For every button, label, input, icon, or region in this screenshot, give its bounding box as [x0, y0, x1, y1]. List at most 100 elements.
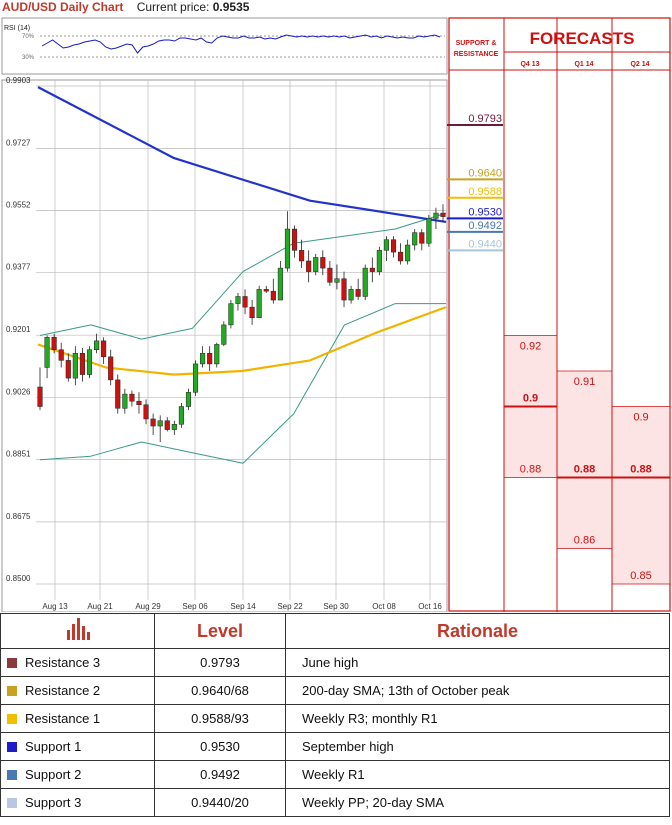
price-value: 0.9535 [212, 0, 250, 14]
candle-body [334, 278, 340, 283]
x-tick-label: Aug 21 [87, 602, 113, 611]
level-rationale: Weekly R3; monthly R1 [285, 704, 670, 733]
table-row: Resistance 2 0.9640/68 200-day SMA; 13th o… [0, 676, 670, 705]
candle-body [299, 250, 305, 262]
candle-body [235, 296, 241, 304]
candle-body [263, 289, 269, 292]
candle-body [284, 228, 291, 269]
sr-level-label: 0.9530 [468, 206, 502, 218]
color-swatch [7, 742, 17, 752]
quarter-label: Q1 14 [574, 61, 593, 68]
level-rationale: Weekly PP; 20-day SMA [285, 788, 670, 817]
sma50-line [37, 306, 447, 376]
main-plot-frame [1, 79, 448, 613]
level-value: 0.9640/68 [154, 676, 286, 705]
header-icon-cell [0, 613, 155, 649]
level-name: Support 2 [25, 767, 82, 782]
candle-body [242, 296, 248, 308]
candle-body [405, 244, 411, 262]
level-name-cell: Resistance 1 [0, 704, 155, 733]
table-header-row: Level Rationale [0, 613, 670, 649]
candle-body [306, 260, 312, 272]
forecast-mid-label: 0.88 [574, 464, 595, 476]
candle-body [249, 306, 255, 319]
quarter-label: Q4 13 [520, 61, 539, 68]
bollinger-lower-line [39, 303, 446, 464]
candle-body [221, 324, 227, 345]
candle-body [178, 406, 184, 425]
y-tick-label: 0.8851 [6, 449, 31, 458]
price-label: Current price: [136, 0, 210, 14]
candle-body [143, 404, 149, 420]
candle-body [115, 379, 121, 409]
sr-level-label: 0.9793 [468, 113, 502, 125]
candle-body [398, 251, 404, 262]
candle-body [185, 392, 192, 407]
level-rationale: 200-day SMA; 13th of October peak [285, 676, 670, 705]
candle-body [79, 353, 85, 375]
forecast-range-box [612, 406, 670, 584]
color-swatch [7, 770, 17, 780]
color-swatch [7, 658, 17, 668]
chart-svg: RSI (14) 70% 30% 0.9903 0.9727 0.9552 0.9377 0.… [1, 17, 671, 613]
sr-title-2: RESISTANCE [454, 51, 499, 58]
forecast-mid-label: 0.88 [630, 464, 651, 476]
candle-body [270, 290, 276, 301]
level-name: Resistance 1 [25, 711, 101, 726]
candle-body [228, 303, 234, 326]
y-tick-label: 0.9903 [6, 76, 31, 85]
candle-body [355, 289, 361, 297]
candle-body [136, 400, 142, 405]
level-rationale: Weekly R1 [285, 760, 670, 789]
candle-body [72, 353, 78, 379]
forecast-high-label: 0.91 [574, 376, 595, 388]
quarter-label: Q2 14 [630, 61, 649, 68]
candle-body [412, 232, 418, 246]
header-rationale: Rationale [285, 613, 670, 649]
rsi-label: RSI (14) [4, 25, 30, 32]
candle-body [94, 340, 100, 350]
x-tick-label: Sep 22 [277, 602, 303, 611]
x-tick-label: Aug 29 [135, 602, 161, 611]
level-name: Support 3 [25, 795, 82, 810]
candle-body [164, 420, 170, 430]
candle-body [86, 349, 93, 375]
bollinger-upper-line [39, 212, 447, 340]
candle-body [291, 228, 298, 251]
sr-level-label: 0.9440 [468, 238, 502, 250]
y-tick-label: 0.8500 [6, 574, 31, 583]
candle-body [362, 267, 368, 297]
candle-body [65, 360, 71, 379]
level-name-cell: Resistance 3 [0, 648, 155, 677]
rsi-panel [1, 17, 448, 75]
sr-level-label: 0.9640 [468, 167, 502, 179]
levels-table: Level Rationale Resistance 3 0.9793 June h… [0, 613, 670, 817]
forecast-mid-label: 0.9 [523, 393, 538, 405]
y-tick-label: 0.9377 [6, 263, 31, 272]
candle-body [171, 424, 177, 430]
candle-body [51, 337, 57, 350]
candle-body [37, 386, 43, 407]
y-tick-label: 0.9201 [6, 325, 31, 334]
candle-body [390, 239, 397, 253]
x-tick-label: Oct 16 [418, 602, 442, 611]
candle-body [101, 340, 107, 358]
candle-body [58, 349, 64, 361]
y-tick-label: 0.9026 [6, 387, 31, 396]
rsi-30-label: 30% [22, 55, 35, 61]
candle-body [320, 257, 326, 269]
table-row: Support 3 0.9440/20 Weekly PP; 20-day SMA [0, 788, 670, 817]
level-value: 0.9793 [154, 648, 286, 677]
color-swatch [7, 714, 17, 724]
candle-body [327, 267, 333, 283]
forecast-high-label: 0.9 [633, 412, 648, 424]
x-tick-label: Sep 06 [182, 602, 208, 611]
candle-body [122, 393, 128, 409]
forecast-low-label: 0.88 [520, 464, 541, 476]
candle-body [348, 289, 354, 301]
candle-body [277, 267, 283, 301]
color-swatch [7, 686, 17, 696]
bar-chart-icon [66, 617, 90, 640]
level-name-cell: Support 1 [0, 732, 155, 761]
x-tick-label: Aug 13 [42, 602, 68, 611]
